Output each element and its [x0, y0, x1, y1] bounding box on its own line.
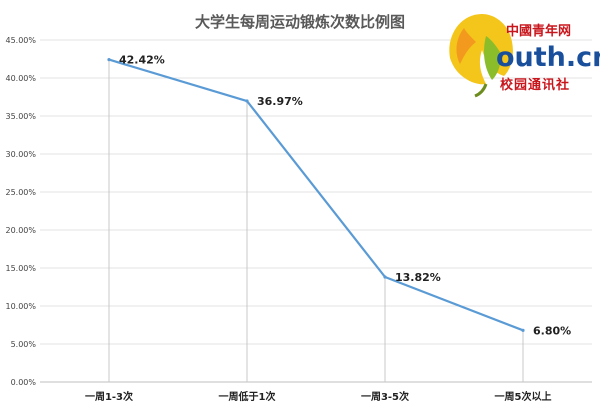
- data-point: [107, 58, 111, 62]
- y-tick-label: 40.00%: [5, 74, 36, 83]
- logo-subtitle-text: 校园通讯社: [500, 78, 571, 93]
- data-label: 36.97%: [257, 95, 303, 108]
- data-label: 42.42%: [119, 54, 165, 67]
- logo-brand-text: 中國青年网: [506, 24, 572, 39]
- series-line-group: [107, 58, 525, 332]
- y-tick-label: 30.00%: [5, 150, 36, 159]
- data-point: [521, 328, 525, 332]
- y-tick-label: 20.00%: [5, 226, 36, 235]
- y-tick-label: 0.00%: [11, 378, 37, 387]
- y-tick-label: 5.00%: [11, 340, 37, 349]
- y-axis-tick-labels: 0.00% 5.00% 10.00% 15.00% 20.00% 25.00% 30.00%…: [5, 36, 36, 387]
- y-tick-label: 45.00%: [5, 36, 36, 45]
- x-category-label: 一周3-5次: [361, 390, 409, 403]
- x-axis-category-labels: 一周1-3次 一周低于1次 一周3-5次 一周5次以上: [85, 390, 552, 403]
- chart-title: 大学生每周运动锻炼次数比例图: [195, 13, 405, 31]
- data-point: [383, 275, 387, 279]
- drop-lines: [108, 59, 524, 382]
- x-category-label: 一周低于1次: [219, 390, 276, 403]
- data-label: 6.80%: [533, 324, 571, 337]
- logo-url-text: outh.cn: [496, 42, 600, 73]
- x-category-label: 一周1-3次: [85, 390, 133, 403]
- series-line: [108, 58, 524, 332]
- data-point: [245, 99, 249, 103]
- gridlines: [40, 39, 592, 383]
- y-tick-label: 25.00%: [5, 188, 36, 197]
- y-tick-label: 35.00%: [5, 112, 36, 121]
- youth-cn-logo: 中國青年网 outh.cn 校园通讯社: [442, 6, 600, 98]
- y-tick-label: 15.00%: [5, 264, 36, 273]
- data-labels: 42.42% 36.97% 13.82% 6.80%: [119, 54, 571, 338]
- x-category-label: 一周5次以上: [495, 390, 552, 403]
- data-label: 13.82%: [395, 271, 441, 284]
- y-tick-label: 10.00%: [5, 302, 36, 311]
- ginkgo-leaf-icon: [449, 14, 513, 98]
